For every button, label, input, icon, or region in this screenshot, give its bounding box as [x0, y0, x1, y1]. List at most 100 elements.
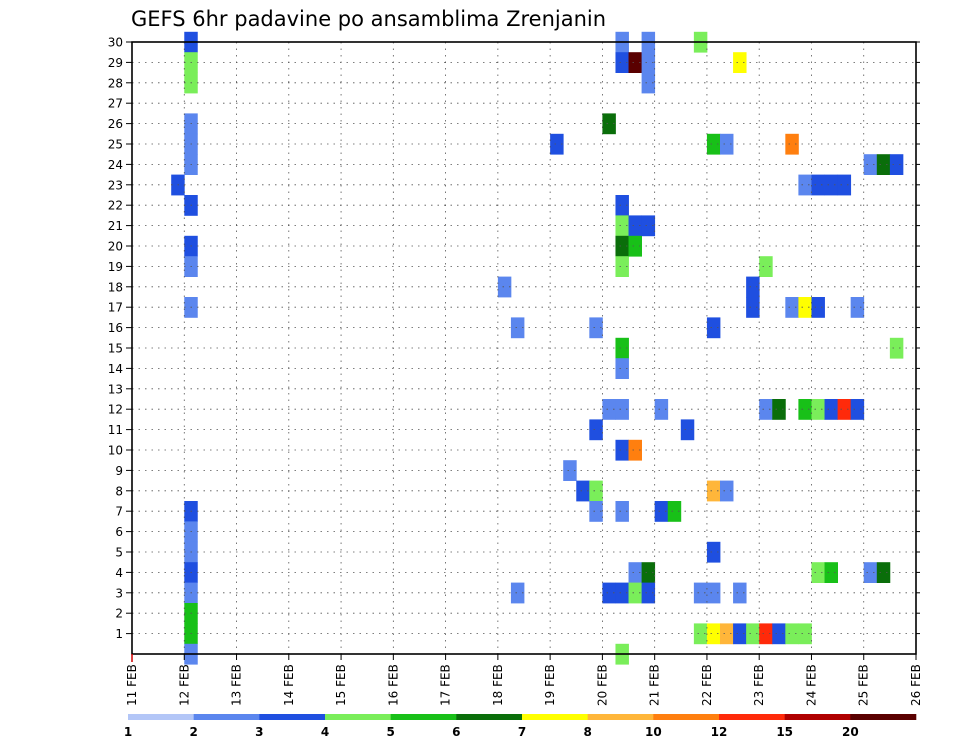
y-tick-label: 2 [115, 607, 123, 621]
colorbar-swatch [193, 714, 260, 720]
precip-cell [615, 337, 629, 359]
y-tick-label: 17 [108, 301, 123, 315]
colorbar-swatch [456, 714, 523, 720]
colorbar-swatch [653, 714, 720, 720]
colorbar-label: 15 [776, 725, 793, 739]
precip-cell [824, 399, 838, 420]
colorbar-label: 3 [255, 725, 263, 739]
precip-cell [785, 133, 799, 155]
precip-cell [889, 337, 904, 359]
precip-cell [706, 480, 721, 502]
colorbar-swatch [719, 714, 785, 720]
precip-cell [615, 215, 629, 237]
precip-cell [589, 419, 603, 441]
precip-cell [628, 439, 642, 461]
colorbar-label: 5 [386, 725, 394, 739]
precip-cell [589, 317, 603, 339]
precip-cell [628, 562, 642, 583]
y-tick-label: 3 [115, 586, 123, 600]
precip-cell [759, 623, 773, 645]
colorbar-label: 7 [518, 725, 526, 739]
precip-cell [615, 195, 629, 216]
y-tick-label: 29 [108, 56, 123, 70]
precip-cell [497, 276, 512, 298]
precip-cell [798, 399, 812, 420]
precip-cell [798, 174, 812, 196]
precip-cell [641, 562, 656, 583]
y-tick-label: 13 [108, 382, 123, 396]
precip-cell [759, 256, 773, 277]
precip-cell [850, 399, 865, 420]
precip-cell [746, 297, 760, 318]
precip-cell [693, 623, 708, 645]
precip-cell [628, 582, 642, 604]
precip-cell [667, 501, 682, 522]
precip-cell [837, 399, 852, 420]
precip-cell [615, 235, 629, 257]
precip-cell [863, 154, 878, 175]
precip-cell [733, 623, 747, 645]
colorbar-label: 2 [189, 725, 197, 739]
colorbar-label: 20 [842, 725, 859, 739]
precip-cell [824, 562, 838, 583]
y-tick-label: 1 [115, 627, 123, 641]
precip-cell [811, 562, 825, 583]
precip-cell [811, 297, 825, 318]
precip-cell [837, 174, 852, 196]
x-axis: 11 FEB 12 FEB 13 FEB 14 FEB 15 FEB 16 FEB 17 F… [125, 654, 923, 706]
precip-cell [628, 52, 642, 73]
precip-cell [798, 623, 812, 645]
x-tick-label: 18 FEB [491, 664, 505, 706]
colorbar-swatch [259, 714, 326, 720]
precip-cell [510, 582, 525, 604]
x-tick-label: 12 FEB [177, 664, 191, 706]
precip-cell [785, 297, 799, 318]
precip-cell [654, 501, 669, 522]
precip-cell [746, 623, 760, 645]
y-tick-label: 30 [108, 36, 123, 50]
x-tick-label: 15 FEB [334, 664, 348, 706]
precip-cell [706, 623, 721, 645]
precip-cell [706, 582, 721, 604]
y-tick-label: 14 [108, 362, 123, 376]
precip-cell [824, 174, 838, 196]
precip-cell [733, 52, 747, 73]
precip-cell [615, 399, 629, 420]
x-tick-label: 20 FEB [595, 664, 609, 706]
precip-cell [589, 480, 603, 502]
precip-cell [706, 133, 721, 155]
precip-cell [641, 72, 656, 94]
y-tick-label: 23 [108, 178, 123, 192]
precip-cell [641, 52, 656, 73]
x-tick-label: 14 FEB [282, 664, 296, 706]
colorbar-swatch [587, 714, 654, 720]
x-tick-label: 23 FEB [752, 664, 766, 706]
precip-cell [641, 215, 656, 237]
precip-cell [615, 256, 629, 277]
precip-cell [706, 541, 721, 563]
precip-cell [720, 480, 734, 502]
y-tick-label: 5 [115, 546, 123, 560]
x-tick-label: 17 FEB [439, 664, 453, 706]
precip-cell [641, 582, 656, 604]
chart-title: GEFS 6hr padavine po ansamblima Zrenjani… [131, 7, 606, 31]
y-tick-label: 7 [115, 505, 123, 519]
precip-cell [876, 154, 891, 175]
precip-cell [550, 133, 564, 155]
precip-cell [759, 399, 773, 420]
precip-cell [693, 582, 708, 604]
x-tick-label: 11 FEB [125, 664, 139, 706]
y-tick-label: 6 [115, 525, 123, 539]
y-tick-label: 8 [115, 484, 123, 498]
colorbar-label: 1 [124, 725, 132, 739]
colorbar-label: 8 [583, 725, 591, 739]
y-tick-label: 12 [108, 403, 123, 417]
precip-cell [706, 317, 721, 339]
colorbar-swatch [784, 714, 851, 720]
x-tick-label: 24 FEB [804, 664, 818, 706]
precip-cell [589, 501, 603, 522]
colorbar: 1 2 3 4 5 6 7 8 10 12 15 20 [124, 714, 917, 739]
y-tick-label: 9 [115, 464, 123, 478]
precip-cell [720, 623, 734, 645]
